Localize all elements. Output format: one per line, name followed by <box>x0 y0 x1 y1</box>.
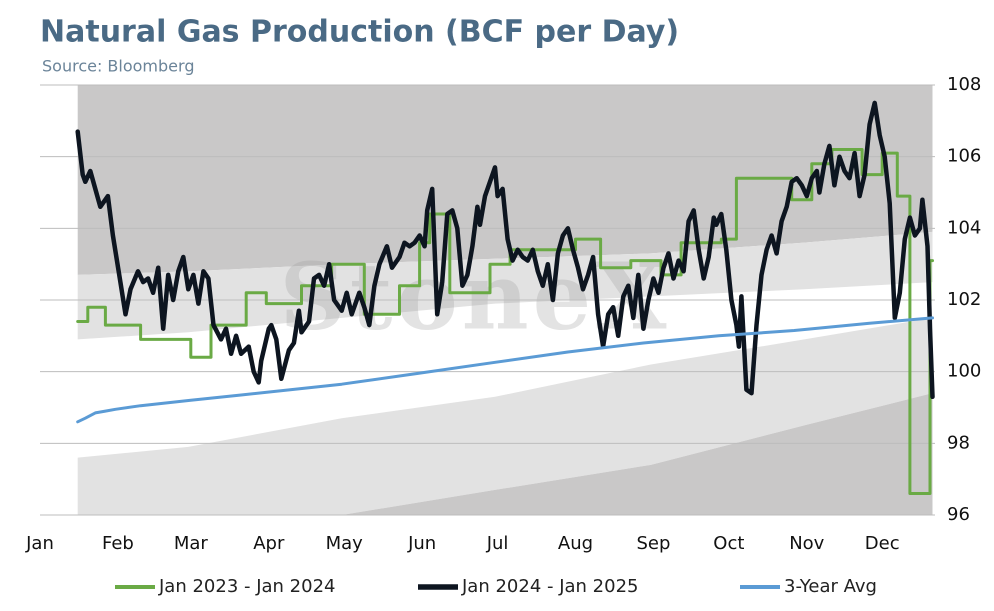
x-tick-label: Feb <box>102 533 134 554</box>
series-line <box>76 316 934 424</box>
x-tick-label: Jul <box>486 533 509 554</box>
y-tick-label: 102 <box>947 289 981 310</box>
x-tick-label: Sep <box>636 533 670 554</box>
range-band <box>77 231 933 340</box>
watermark: StoneX <box>279 243 670 351</box>
y-tick-label: 108 <box>947 74 981 95</box>
x-tick-label: Jan <box>25 533 54 554</box>
x-tick-label: Nov <box>789 533 824 554</box>
range-band <box>77 317 933 515</box>
x-tick-label: Aug <box>558 533 593 554</box>
chart-subtitle: Source: Bloomberg <box>42 57 194 76</box>
chart-title: Natural Gas Production (BCF per Day) <box>40 15 679 50</box>
range-band <box>77 85 933 275</box>
y-tick-label: 106 <box>947 146 981 167</box>
x-tick-label: Dec <box>865 533 900 554</box>
x-tick-label: Jun <box>407 533 436 554</box>
x-tick-label: May <box>326 533 364 554</box>
x-tick-label: Apr <box>253 533 285 554</box>
bands <box>77 85 933 515</box>
y-tick-label: 104 <box>947 217 981 238</box>
legend-label: Jan 2024 - Jan 2025 <box>461 576 639 597</box>
legend-label: Jan 2023 - Jan 2024 <box>158 576 336 597</box>
x-tick-label: Mar <box>174 533 209 554</box>
range-band <box>77 393 933 515</box>
legend-label: 3-Year Avg <box>784 576 877 597</box>
y-tick-label: 100 <box>947 361 981 382</box>
y-tick-label: 98 <box>947 432 970 453</box>
y-tick-label: 96 <box>947 504 970 525</box>
series-line <box>75 100 935 400</box>
x-tick-label: Oct <box>713 533 744 554</box>
